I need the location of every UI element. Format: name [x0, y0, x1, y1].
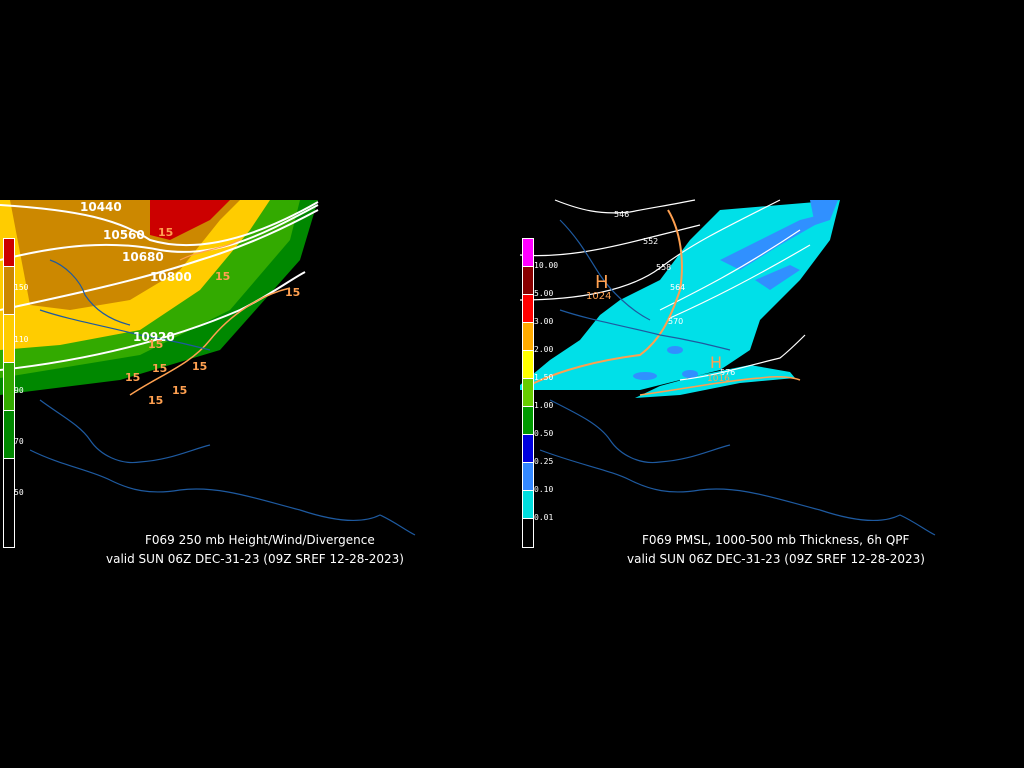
high-pressure-symbol: H	[595, 272, 609, 293]
left-map-valid-time: valid SUN 06Z DEC-31-23 (09Z SREF 12-28-…	[106, 552, 404, 566]
divergence-label: 15	[215, 270, 230, 283]
legend-swatch	[3, 458, 15, 548]
legend-label: 110	[14, 335, 29, 344]
legend-swatch	[522, 462, 534, 492]
left-map-title: F069 250 mb Height/Wind/Divergence	[145, 533, 375, 547]
divergence-label: 15	[172, 384, 187, 397]
legend-label: 5.00	[534, 289, 554, 298]
surface-map: 546 552 558 564 570 576 H 1024 H 1016	[519, 199, 940, 580]
divergence-label: 15	[192, 360, 207, 373]
legend-label: 0.50	[534, 429, 554, 438]
legend-swatch	[522, 350, 534, 380]
legend-swatch	[522, 238, 534, 268]
legend-label: 3.00	[534, 317, 554, 326]
legend-label: 10.00	[534, 261, 559, 270]
legend-label: 1.00	[534, 401, 554, 410]
upper-air-map: 10440 10560 10680 10800 10920 15 15 15 1…	[0, 200, 420, 580]
thickness-label: 552	[643, 237, 658, 246]
legend-swatch	[522, 434, 534, 464]
legend-label: 90	[14, 386, 24, 395]
height-label: 10920	[133, 330, 175, 344]
legend-swatch	[522, 266, 534, 296]
legend-label: 0.01	[534, 513, 554, 522]
thickness-label: 570	[668, 317, 683, 326]
high-pressure-value: 1024	[586, 291, 611, 302]
legend-swatch	[522, 378, 534, 408]
right-map-title: F069 PMSL, 1000-500 mb Thickness, 6h QPF	[642, 533, 910, 547]
high-pressure-symbol: H	[710, 353, 722, 372]
divergence-label: 15	[148, 338, 163, 351]
right-map-valid-time: valid SUN 06Z DEC-31-23 (09Z SREF 12-28-…	[627, 552, 925, 566]
divergence-label: 15	[125, 371, 140, 384]
divergence-label: 15	[148, 394, 163, 407]
legend-label: 50	[14, 488, 24, 497]
legend-swatch	[522, 490, 534, 520]
thickness-label: 564	[670, 283, 685, 292]
legend-swatch	[3, 410, 15, 460]
divergence-label: 15	[285, 286, 300, 299]
pmsl-thickness-qpf-plot: 546 552 558 564 570 576 H 1024 H 1016	[519, 199, 936, 536]
legend-label: 70	[14, 437, 24, 446]
divergence-label: 15	[158, 226, 173, 239]
height-wind-divergence-plot: 10440 10560 10680 10800 10920 15 15 15 1…	[0, 200, 416, 536]
thickness-label: 558	[656, 263, 671, 272]
legend-swatch	[522, 294, 534, 324]
legend-swatch	[3, 238, 15, 268]
legend-label: 1.50	[534, 373, 554, 382]
legend-label: 0.10	[534, 485, 554, 494]
legend-swatch	[522, 406, 534, 436]
height-label: 10560	[103, 228, 145, 242]
legend-swatch	[522, 518, 534, 548]
legend-swatch	[522, 322, 534, 352]
height-label: 10440	[80, 200, 122, 214]
height-label: 10680	[122, 250, 164, 264]
legend-label: 2.00	[534, 345, 554, 354]
legend-label: 0.25	[534, 457, 554, 466]
high-pressure-value: 1016	[707, 374, 730, 384]
thickness-label: 546	[614, 210, 629, 219]
divergence-label: 15	[152, 362, 167, 375]
height-label: 10800	[150, 270, 192, 284]
thickness-label: 576	[720, 368, 735, 377]
legend-label: 150	[14, 283, 29, 292]
